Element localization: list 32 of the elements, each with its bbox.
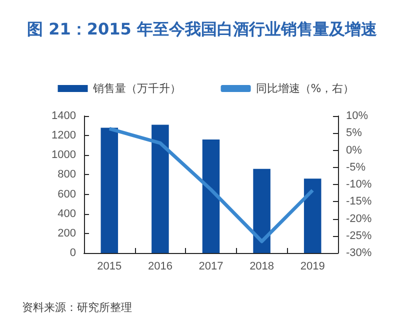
bar <box>100 128 118 253</box>
text: 资料来源：研究所整理 <box>22 301 132 314</box>
y-tick-label: 1000 <box>52 149 76 162</box>
x-tick-label: 2019 <box>300 260 325 272</box>
y2-tick-label: 0% <box>346 144 362 156</box>
chart-title: 图 21：2015 年至今我国白酒行业销售量及增速 <box>27 20 378 38</box>
bar <box>304 178 322 253</box>
y2-tick-label: -5% <box>346 161 366 174</box>
y-tick-label: 1400 <box>52 110 76 122</box>
y-tick-label: 400 <box>58 208 76 220</box>
y2-tick-label: 10% <box>346 110 368 122</box>
bar <box>152 124 169 253</box>
y2-tick-label: 5% <box>346 127 362 140</box>
y-tick-label: 800 <box>58 168 76 181</box>
legend-label: 同比增速（%，右） <box>256 82 354 95</box>
y2-tick-label: -30% <box>346 247 372 259</box>
y2-tick-label: -15% <box>346 196 372 208</box>
x-tick-label: 2018 <box>250 260 274 272</box>
line-series <box>108 126 314 244</box>
y-tick-label: 200 <box>58 227 76 240</box>
x-tick-label: 2016 <box>148 260 172 272</box>
bar <box>202 139 220 253</box>
x-tick-label: 2017 <box>198 260 224 272</box>
bar <box>253 168 270 253</box>
y2-tick-label: -20% <box>346 212 372 225</box>
legend-label: 销售量（万千升） <box>92 82 181 95</box>
y2-tick-label: -25% <box>346 230 372 242</box>
y-tick-label: 600 <box>58 188 76 200</box>
y2-tick-label: -10% <box>346 178 372 190</box>
y-tick-label: 1200 <box>52 130 76 142</box>
y-tick-label: 0 <box>70 247 76 259</box>
x-tick-label: 2015 <box>97 260 122 272</box>
